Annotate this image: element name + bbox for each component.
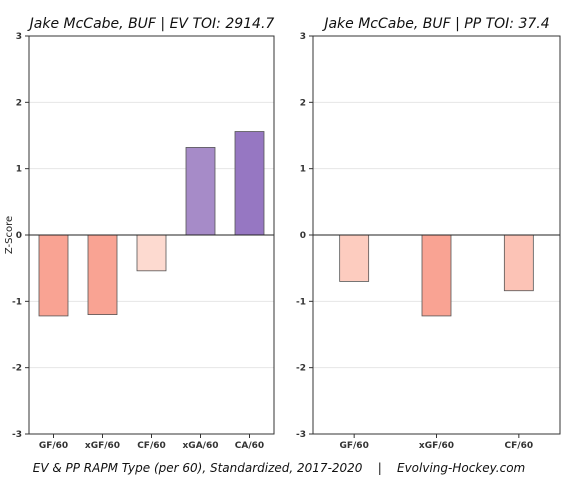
ev-y-tick-label: -2 (12, 364, 22, 374)
pp-y-tick-label: 2 (300, 98, 306, 108)
pp-panel: Jake McCabe, BUF | PP TOI: 37.4 -3 -2 -1 0 1… (296, 16, 561, 451)
ev-panel: Jake McCabe, BUF | EV TOI: 2914.7 Z-Scor… (4, 16, 275, 451)
ev-x-tick-label: xGF/60 (85, 441, 120, 451)
ev-bar-cf-60 (136, 234, 167, 272)
ev-bar-xgf-60 (87, 234, 118, 315)
pp-bar-cf-60 (503, 234, 534, 292)
pp-y-tick-label: 0 (300, 231, 306, 241)
ev-x-tick-label: CA/60 (235, 441, 264, 451)
ev-y-tick-label: -1 (12, 297, 22, 307)
ev-bar-xga-60 (185, 147, 216, 236)
pp-plot-frame (312, 35, 561, 435)
pp-x-tick-label: CF/60 (505, 441, 534, 451)
chart-footer: EV & PP RAPM Type (per 60), Standardized… (33, 461, 526, 475)
pp-y-tick-label: -3 (296, 430, 306, 440)
pp-y-tick-label: 1 (300, 165, 306, 175)
pp-x-tick-label: xGF/60 (419, 441, 454, 451)
pp-chart-title: Jake McCabe, BUF | PP TOI: 37.4 (321, 16, 549, 32)
pp-y-tick-label: -1 (296, 297, 306, 307)
ev-x-tick-label: CF/60 (137, 441, 166, 451)
ev-plot-frame (28, 35, 275, 435)
pp-x-tick-label: GF/60 (339, 441, 368, 451)
pp-y-tick-label: 3 (300, 32, 306, 42)
ev-y-tick-label: -3 (12, 430, 22, 440)
ev-bar-gf-60 (38, 234, 69, 317)
pp-bar-xgf-60 (421, 234, 452, 317)
ev-y-tick-label: 0 (16, 231, 22, 241)
ev-chart-title: Jake McCabe, BUF | EV TOI: 2914.7 (27, 16, 275, 32)
ev-y-tick-label: 2 (16, 98, 22, 108)
ev-x-tick-label: GF/60 (39, 441, 68, 451)
ev-bar-ca-60 (234, 131, 265, 236)
ev-y-tick-label: 1 (16, 165, 22, 175)
ev-y-tick-label: 3 (16, 32, 22, 42)
pp-y-tick-label: -2 (296, 364, 306, 374)
ev-y-axis-label: Z-Score (4, 216, 15, 254)
ev-x-tick-label: xGA/60 (183, 441, 219, 451)
pp-bar-gf-60 (339, 234, 370, 282)
